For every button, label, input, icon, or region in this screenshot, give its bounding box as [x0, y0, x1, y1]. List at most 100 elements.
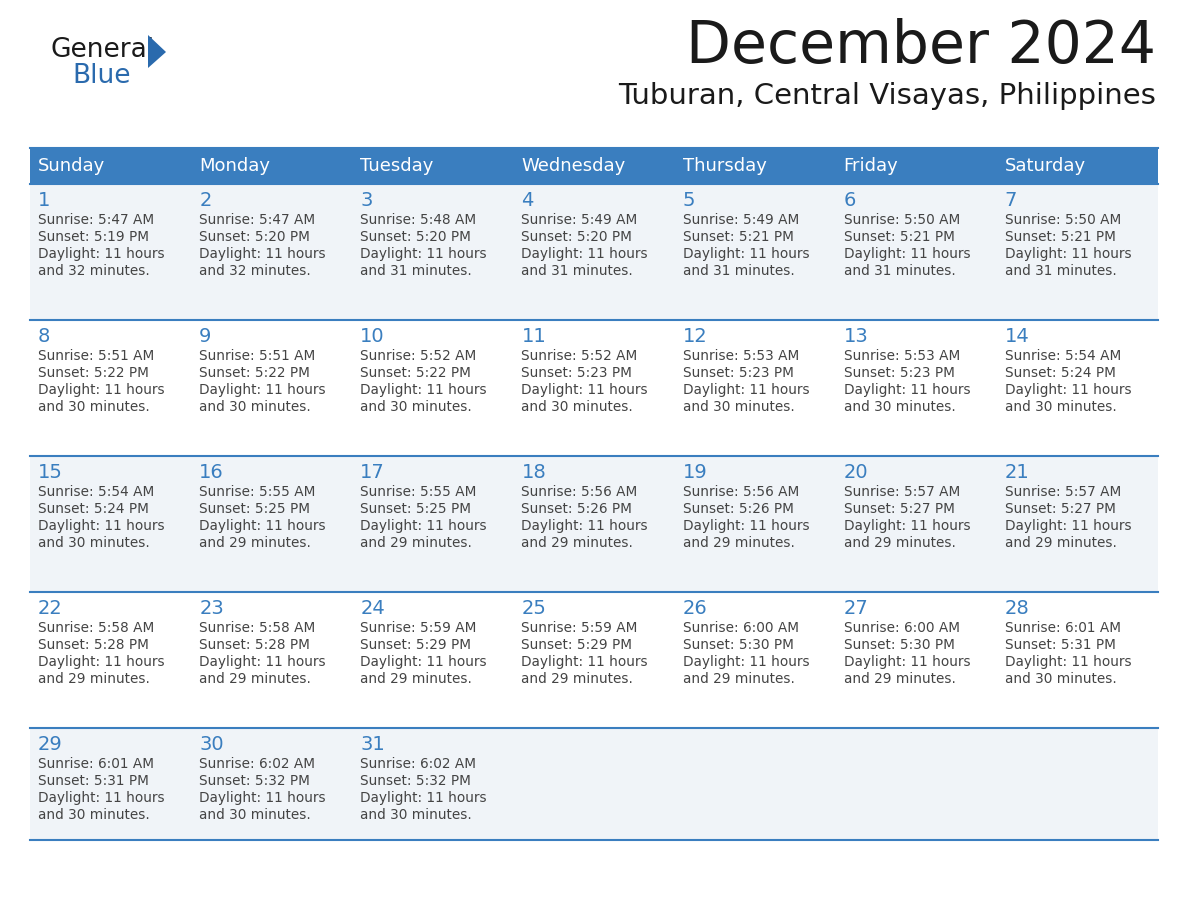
Text: Sunrise: 5:58 AM: Sunrise: 5:58 AM: [38, 621, 154, 635]
Text: Sunrise: 5:53 AM: Sunrise: 5:53 AM: [843, 349, 960, 363]
Text: Monday: Monday: [200, 157, 270, 175]
Text: Sunrise: 5:58 AM: Sunrise: 5:58 AM: [200, 621, 315, 635]
Text: Daylight: 11 hours: Daylight: 11 hours: [38, 655, 165, 669]
Text: and 29 minutes.: and 29 minutes.: [360, 536, 472, 550]
Text: Daylight: 11 hours: Daylight: 11 hours: [683, 519, 809, 533]
Text: Sunrise: 5:47 AM: Sunrise: 5:47 AM: [200, 213, 315, 227]
Text: Daylight: 11 hours: Daylight: 11 hours: [360, 655, 487, 669]
Text: Daylight: 11 hours: Daylight: 11 hours: [843, 655, 971, 669]
Text: Sunset: 5:21 PM: Sunset: 5:21 PM: [683, 230, 794, 244]
Text: Sunrise: 5:56 AM: Sunrise: 5:56 AM: [522, 485, 638, 499]
Text: Daylight: 11 hours: Daylight: 11 hours: [843, 519, 971, 533]
Text: and 29 minutes.: and 29 minutes.: [1005, 536, 1117, 550]
Text: 11: 11: [522, 327, 546, 346]
Text: Sunset: 5:29 PM: Sunset: 5:29 PM: [522, 638, 632, 652]
Text: Daylight: 11 hours: Daylight: 11 hours: [38, 791, 165, 805]
Text: 6: 6: [843, 191, 857, 210]
Text: Sunrise: 5:55 AM: Sunrise: 5:55 AM: [200, 485, 316, 499]
Text: 8: 8: [38, 327, 50, 346]
Text: and 29 minutes.: and 29 minutes.: [843, 672, 955, 686]
Text: 18: 18: [522, 463, 546, 482]
Text: Sunset: 5:19 PM: Sunset: 5:19 PM: [38, 230, 148, 244]
Text: and 29 minutes.: and 29 minutes.: [843, 536, 955, 550]
Text: Sunset: 5:20 PM: Sunset: 5:20 PM: [360, 230, 472, 244]
Text: Daylight: 11 hours: Daylight: 11 hours: [360, 791, 487, 805]
Text: Sunset: 5:23 PM: Sunset: 5:23 PM: [522, 366, 632, 380]
Text: Daylight: 11 hours: Daylight: 11 hours: [522, 655, 647, 669]
Text: Daylight: 11 hours: Daylight: 11 hours: [38, 247, 165, 261]
Text: Sunrise: 5:55 AM: Sunrise: 5:55 AM: [360, 485, 476, 499]
Text: Sunset: 5:31 PM: Sunset: 5:31 PM: [38, 774, 148, 788]
Text: Sunrise: 5:51 AM: Sunrise: 5:51 AM: [38, 349, 154, 363]
Text: Sunrise: 5:49 AM: Sunrise: 5:49 AM: [683, 213, 798, 227]
Text: Tuburan, Central Visayas, Philippines: Tuburan, Central Visayas, Philippines: [618, 82, 1156, 110]
Text: Sunset: 5:32 PM: Sunset: 5:32 PM: [360, 774, 472, 788]
Text: Friday: Friday: [843, 157, 898, 175]
Text: Sunset: 5:28 PM: Sunset: 5:28 PM: [200, 638, 310, 652]
Text: Tuesday: Tuesday: [360, 157, 434, 175]
Text: 13: 13: [843, 327, 868, 346]
Text: 28: 28: [1005, 599, 1030, 618]
Text: Sunset: 5:27 PM: Sunset: 5:27 PM: [1005, 502, 1116, 516]
Text: 4: 4: [522, 191, 533, 210]
Text: Sunrise: 5:48 AM: Sunrise: 5:48 AM: [360, 213, 476, 227]
Text: 15: 15: [38, 463, 63, 482]
Text: December 2024: December 2024: [685, 18, 1156, 75]
Text: and 29 minutes.: and 29 minutes.: [522, 672, 633, 686]
Text: Sunset: 5:21 PM: Sunset: 5:21 PM: [1005, 230, 1116, 244]
Text: 12: 12: [683, 327, 707, 346]
Text: Daylight: 11 hours: Daylight: 11 hours: [1005, 383, 1131, 397]
Text: Daylight: 11 hours: Daylight: 11 hours: [200, 519, 326, 533]
Bar: [30, 728, 1158, 840]
Text: and 31 minutes.: and 31 minutes.: [360, 264, 472, 278]
Text: Sunset: 5:28 PM: Sunset: 5:28 PM: [38, 638, 148, 652]
Text: Sunrise: 5:50 AM: Sunrise: 5:50 AM: [1005, 213, 1121, 227]
Text: 22: 22: [38, 599, 63, 618]
Polygon shape: [148, 35, 166, 68]
Text: Sunrise: 5:59 AM: Sunrise: 5:59 AM: [522, 621, 638, 635]
Text: Sunrise: 6:00 AM: Sunrise: 6:00 AM: [683, 621, 798, 635]
Text: 3: 3: [360, 191, 373, 210]
Text: Daylight: 11 hours: Daylight: 11 hours: [522, 247, 647, 261]
Text: 26: 26: [683, 599, 707, 618]
Text: and 31 minutes.: and 31 minutes.: [522, 264, 633, 278]
Bar: [30, 320, 1158, 456]
Text: Daylight: 11 hours: Daylight: 11 hours: [683, 247, 809, 261]
Text: Daylight: 11 hours: Daylight: 11 hours: [1005, 519, 1131, 533]
Text: Sunset: 5:31 PM: Sunset: 5:31 PM: [1005, 638, 1116, 652]
Text: 31: 31: [360, 735, 385, 754]
Text: Sunset: 5:23 PM: Sunset: 5:23 PM: [683, 366, 794, 380]
Text: Sunset: 5:22 PM: Sunset: 5:22 PM: [200, 366, 310, 380]
Text: and 30 minutes.: and 30 minutes.: [38, 536, 150, 550]
Text: Sunset: 5:25 PM: Sunset: 5:25 PM: [360, 502, 472, 516]
Text: Sunrise: 6:01 AM: Sunrise: 6:01 AM: [1005, 621, 1120, 635]
Text: 25: 25: [522, 599, 546, 618]
Text: and 30 minutes.: and 30 minutes.: [200, 808, 311, 822]
Text: Daylight: 11 hours: Daylight: 11 hours: [683, 655, 809, 669]
Text: 24: 24: [360, 599, 385, 618]
Text: Daylight: 11 hours: Daylight: 11 hours: [683, 383, 809, 397]
Text: Sunrise: 5:53 AM: Sunrise: 5:53 AM: [683, 349, 798, 363]
Text: Sunset: 5:24 PM: Sunset: 5:24 PM: [38, 502, 148, 516]
Text: Sunset: 5:30 PM: Sunset: 5:30 PM: [843, 638, 955, 652]
Text: Sunset: 5:30 PM: Sunset: 5:30 PM: [683, 638, 794, 652]
Text: and 29 minutes.: and 29 minutes.: [200, 536, 311, 550]
Text: 30: 30: [200, 735, 223, 754]
Text: and 29 minutes.: and 29 minutes.: [360, 672, 472, 686]
Text: Sunset: 5:25 PM: Sunset: 5:25 PM: [200, 502, 310, 516]
Text: and 30 minutes.: and 30 minutes.: [522, 400, 633, 414]
Text: Daylight: 11 hours: Daylight: 11 hours: [522, 383, 647, 397]
Text: and 32 minutes.: and 32 minutes.: [38, 264, 150, 278]
Text: Daylight: 11 hours: Daylight: 11 hours: [360, 383, 487, 397]
Text: and 30 minutes.: and 30 minutes.: [1005, 672, 1117, 686]
Text: and 30 minutes.: and 30 minutes.: [360, 808, 472, 822]
Text: Daylight: 11 hours: Daylight: 11 hours: [1005, 247, 1131, 261]
Text: Sunday: Sunday: [38, 157, 106, 175]
Text: Daylight: 11 hours: Daylight: 11 hours: [200, 383, 326, 397]
Text: and 30 minutes.: and 30 minutes.: [843, 400, 955, 414]
Text: 21: 21: [1005, 463, 1030, 482]
Text: Sunset: 5:26 PM: Sunset: 5:26 PM: [683, 502, 794, 516]
Text: Sunset: 5:21 PM: Sunset: 5:21 PM: [843, 230, 955, 244]
Text: and 29 minutes.: and 29 minutes.: [683, 672, 795, 686]
Text: Daylight: 11 hours: Daylight: 11 hours: [1005, 655, 1131, 669]
